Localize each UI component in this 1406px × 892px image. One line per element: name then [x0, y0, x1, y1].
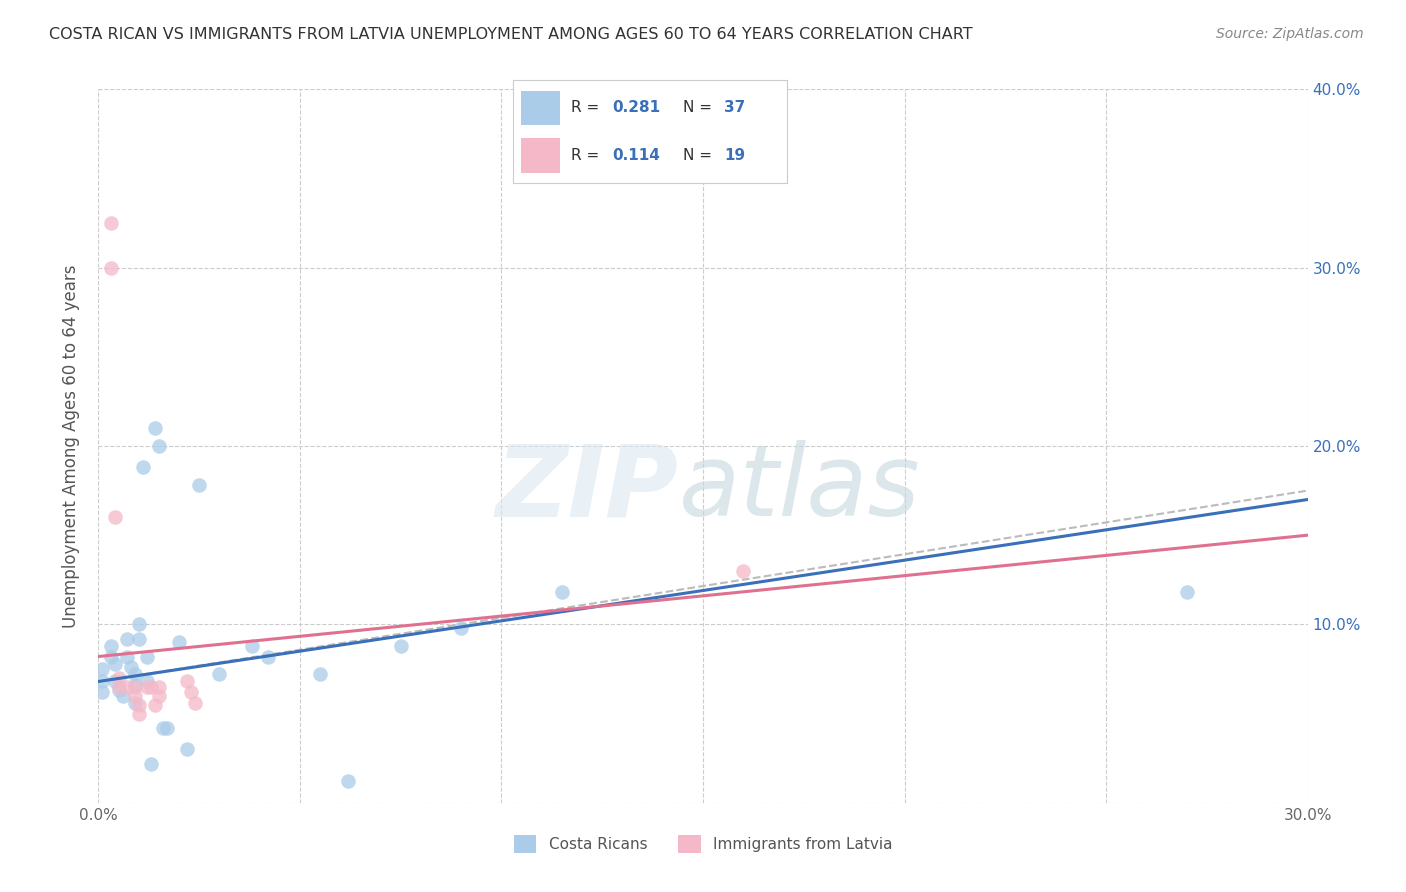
Point [124, 678, 146, 692]
Point [135, 674, 157, 689]
Point [132, 460, 155, 475]
Point [188, 478, 211, 492]
Point [107, 683, 129, 698]
Point [143, 421, 166, 435]
Text: Source: ZipAtlas.com: Source: ZipAtlas.com [1216, 27, 1364, 41]
Point [128, 698, 150, 712]
Text: R =: R = [571, 101, 605, 115]
Point [100, 260, 122, 275]
Point [103, 657, 125, 671]
Point [256, 649, 278, 664]
Point [91, 674, 114, 689]
Point [167, 635, 190, 649]
Point [1175, 585, 1198, 599]
Text: R =: R = [571, 148, 605, 162]
Point [124, 667, 146, 681]
Point [148, 439, 170, 453]
Point [100, 639, 122, 653]
Point [176, 742, 198, 756]
Point [124, 689, 146, 703]
Point [156, 721, 179, 735]
Point [143, 698, 166, 712]
Point [91, 662, 114, 676]
FancyBboxPatch shape [522, 137, 560, 173]
Point [128, 632, 150, 646]
Point [135, 680, 157, 694]
Point [100, 216, 122, 230]
Text: 37: 37 [724, 101, 745, 115]
Point [115, 632, 138, 646]
Point [100, 649, 122, 664]
Point [115, 649, 138, 664]
Point [124, 680, 146, 694]
Point [551, 585, 574, 599]
FancyBboxPatch shape [522, 91, 560, 126]
Point [115, 680, 138, 694]
Y-axis label: Unemployment Among Ages 60 to 64 years: Unemployment Among Ages 60 to 64 years [62, 264, 80, 628]
Text: 19: 19 [724, 148, 745, 162]
Point [111, 689, 134, 703]
Text: 0.281: 0.281 [612, 101, 659, 115]
Point [103, 510, 125, 524]
Point [103, 674, 125, 689]
Point [107, 671, 129, 685]
Point [139, 680, 162, 694]
Point [733, 564, 755, 578]
Point [208, 667, 231, 681]
Point [135, 649, 157, 664]
Text: 0.114: 0.114 [612, 148, 659, 162]
Point [91, 685, 114, 699]
Point [148, 689, 170, 703]
Point [309, 667, 332, 681]
Point [337, 774, 360, 789]
Point [180, 685, 202, 699]
Text: ZIP: ZIP [496, 441, 679, 537]
Point [128, 617, 150, 632]
Point [148, 680, 170, 694]
Text: N =: N = [683, 101, 717, 115]
Point [176, 674, 198, 689]
Point [139, 756, 162, 771]
Point [124, 696, 146, 710]
Legend: Costa Ricans, Immigrants from Latvia: Costa Ricans, Immigrants from Latvia [508, 829, 898, 859]
Point [120, 660, 142, 674]
Text: N =: N = [683, 148, 717, 162]
Point [184, 696, 207, 710]
Point [128, 706, 150, 721]
Point [389, 639, 412, 653]
Text: COSTA RICAN VS IMMIGRANTS FROM LATVIA UNEMPLOYMENT AMONG AGES 60 TO 64 YEARS COR: COSTA RICAN VS IMMIGRANTS FROM LATVIA UN… [49, 27, 973, 42]
Point [450, 621, 472, 635]
Point [152, 721, 174, 735]
Point [240, 639, 263, 653]
Text: atlas: atlas [679, 441, 921, 537]
Point [107, 680, 129, 694]
